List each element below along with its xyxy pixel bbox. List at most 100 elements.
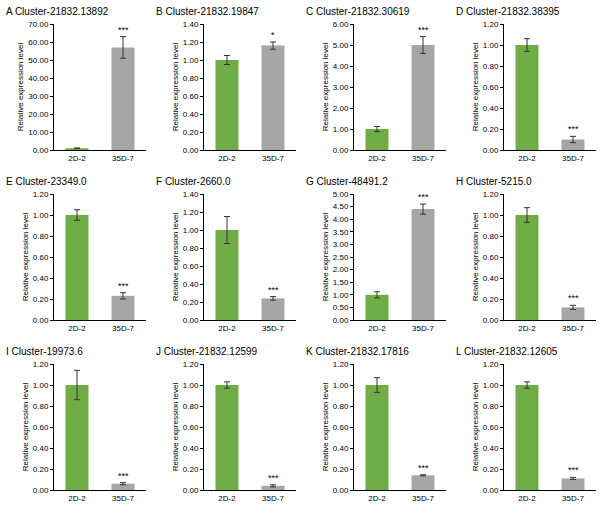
svg-text:35D-7: 35D-7	[262, 324, 284, 333]
svg-text:1.20: 1.20	[183, 208, 199, 217]
svg-text:1.50: 1.50	[333, 278, 349, 287]
svg-text:0.00: 0.00	[333, 486, 349, 495]
svg-text:0.00: 0.00	[33, 486, 49, 495]
svg-text:35D-7: 35D-7	[562, 494, 584, 503]
svg-text:0.40: 0.40	[333, 444, 349, 453]
svg-text:1.00: 1.00	[333, 125, 349, 134]
svg-text:1.20: 1.20	[33, 190, 49, 199]
svg-text:10.00: 10.00	[28, 128, 49, 137]
svg-text:0.00: 0.00	[183, 316, 199, 325]
svg-text:35D-7: 35D-7	[112, 324, 134, 333]
svg-text:1.20: 1.20	[33, 360, 49, 369]
svg-text:Relative expression level: Relative expression level	[321, 43, 330, 132]
svg-text:1.00: 1.00	[483, 211, 499, 220]
svg-text:2D-2: 2D-2	[68, 494, 86, 503]
svg-text:50.00: 50.00	[28, 56, 49, 65]
svg-text:2D-2: 2D-2	[368, 494, 386, 503]
svg-text:0.60: 0.60	[333, 423, 349, 432]
svg-text:3.00: 3.00	[333, 83, 349, 92]
svg-text:1.20: 1.20	[183, 360, 199, 369]
svg-text:***: ***	[268, 473, 279, 483]
svg-text:0.60: 0.60	[183, 92, 199, 101]
svg-text:5.00: 5.00	[333, 190, 349, 199]
svg-text:5.00: 5.00	[333, 41, 349, 50]
svg-text:0.20: 0.20	[483, 295, 499, 304]
svg-text:1.00: 1.00	[333, 291, 349, 300]
svg-text:*: *	[271, 30, 275, 40]
svg-text:4.00: 4.00	[333, 215, 349, 224]
svg-text:***: ***	[568, 124, 579, 134]
svg-text:0.40: 0.40	[183, 280, 199, 289]
svg-text:2D-2: 2D-2	[218, 324, 236, 333]
svg-text:0.00: 0.00	[333, 146, 349, 155]
svg-text:35D-7: 35D-7	[412, 324, 434, 333]
svg-text:0.60: 0.60	[183, 423, 199, 432]
svg-text:0.40: 0.40	[33, 444, 49, 453]
svg-text:2D-2: 2D-2	[368, 154, 386, 163]
svg-text:0.20: 0.20	[33, 295, 49, 304]
svg-text:60.00: 60.00	[28, 38, 49, 47]
svg-text:Relative expression level: Relative expression level	[321, 213, 330, 302]
svg-text:1.00: 1.00	[483, 41, 499, 50]
svg-text:0.20: 0.20	[33, 465, 49, 474]
svg-text:0.20: 0.20	[483, 125, 499, 134]
svg-text:0.40: 0.40	[33, 274, 49, 283]
svg-text:0.20: 0.20	[333, 465, 349, 474]
svg-text:0.80: 0.80	[483, 62, 499, 71]
svg-text:0.60: 0.60	[483, 253, 499, 262]
svg-text:0.00: 0.00	[333, 316, 349, 325]
svg-text:0.20: 0.20	[483, 465, 499, 474]
svg-text:Relative expression level: Relative expression level	[171, 213, 180, 302]
svg-text:H Cluster-5215.0: H Cluster-5215.0	[456, 176, 532, 187]
svg-text:0.60: 0.60	[483, 423, 499, 432]
svg-text:2.00: 2.00	[333, 265, 349, 274]
svg-text:35D-7: 35D-7	[262, 154, 284, 163]
svg-text:L Cluster-21832.12605: L Cluster-21832.12605	[456, 346, 558, 357]
svg-text:I Cluster-19973.6: I Cluster-19973.6	[6, 346, 83, 357]
svg-text:35D-7: 35D-7	[112, 494, 134, 503]
svg-text:1.20: 1.20	[483, 360, 499, 369]
svg-text:0.20: 0.20	[183, 465, 199, 474]
svg-text:Relative expression level: Relative expression level	[321, 383, 330, 472]
svg-text:A Cluster-21832.13892: A Cluster-21832.13892	[6, 6, 109, 17]
svg-text:2D-2: 2D-2	[218, 494, 236, 503]
svg-text:3.50: 3.50	[333, 228, 349, 237]
svg-text:Relative expression level: Relative expression level	[471, 213, 480, 302]
svg-text:B Cluster-21832.19847: B Cluster-21832.19847	[156, 6, 259, 17]
svg-text:35D-7: 35D-7	[262, 494, 284, 503]
svg-text:4.50: 4.50	[333, 202, 349, 211]
svg-text:35D-7: 35D-7	[412, 154, 434, 163]
svg-text:Relative expression level: Relative expression level	[21, 213, 30, 302]
svg-text:2D-2: 2D-2	[368, 324, 386, 333]
svg-text:1.00: 1.00	[33, 381, 49, 390]
svg-text:1.20: 1.20	[483, 20, 499, 29]
svg-text:K Cluster-21832.17816: K Cluster-21832.17816	[306, 346, 409, 357]
svg-text:1.20: 1.20	[183, 38, 199, 47]
svg-text:35D-7: 35D-7	[562, 154, 584, 163]
svg-text:0.80: 0.80	[33, 402, 49, 411]
svg-text:0.20: 0.20	[183, 298, 199, 307]
svg-text:Relative expression level: Relative expression level	[21, 383, 30, 472]
svg-text:***: ***	[118, 25, 129, 35]
svg-text:0.80: 0.80	[333, 402, 349, 411]
svg-text:F Cluster-2660.0: F Cluster-2660.0	[156, 176, 231, 187]
svg-text:1.20: 1.20	[483, 190, 499, 199]
svg-text:0.00: 0.00	[33, 316, 49, 325]
svg-text:1.00: 1.00	[183, 226, 199, 235]
svg-text:***: ***	[568, 293, 579, 303]
svg-text:2.50: 2.50	[333, 253, 349, 262]
svg-text:3.00: 3.00	[333, 240, 349, 249]
svg-text:J Cluster-21832.12599: J Cluster-21832.12599	[156, 346, 258, 357]
svg-text:30.00: 30.00	[28, 92, 49, 101]
svg-text:35D-7: 35D-7	[112, 154, 134, 163]
svg-text:1.00: 1.00	[333, 381, 349, 390]
svg-text:***: ***	[118, 471, 129, 481]
svg-text:0.00: 0.00	[483, 486, 499, 495]
svg-text:1.40: 1.40	[183, 190, 199, 199]
svg-text:0.00: 0.00	[33, 146, 49, 155]
svg-text:0.80: 0.80	[483, 232, 499, 241]
svg-text:***: ***	[568, 465, 579, 475]
svg-text:2D-2: 2D-2	[518, 324, 536, 333]
svg-text:2D-2: 2D-2	[68, 324, 86, 333]
svg-text:E Cluster-23349.0: E Cluster-23349.0	[6, 176, 87, 187]
